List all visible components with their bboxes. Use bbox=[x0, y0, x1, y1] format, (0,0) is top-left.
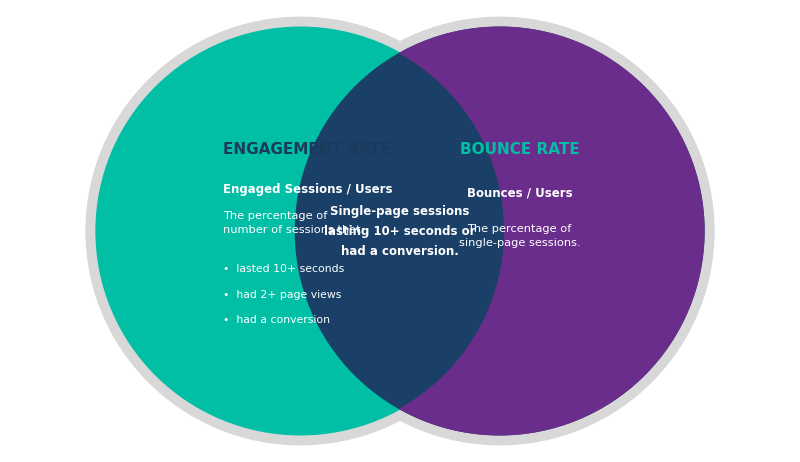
Text: ENGAGEMENT RATE: ENGAGEMENT RATE bbox=[222, 142, 390, 157]
Circle shape bbox=[286, 17, 714, 445]
Text: •  had 2+ page views: • had 2+ page views bbox=[222, 290, 341, 300]
Text: •  lasted 10+ seconds: • lasted 10+ seconds bbox=[222, 264, 344, 274]
Text: Engaged Sessions / Users: Engaged Sessions / Users bbox=[222, 183, 392, 196]
Circle shape bbox=[295, 27, 704, 435]
Text: The percentage of
number of sessions that:: The percentage of number of sessions tha… bbox=[222, 211, 364, 236]
Polygon shape bbox=[400, 27, 704, 435]
Text: Bounces / Users: Bounces / Users bbox=[466, 187, 572, 200]
Circle shape bbox=[96, 27, 505, 435]
Text: •  had a conversion: • had a conversion bbox=[222, 316, 330, 325]
Text: BOUNCE RATE: BOUNCE RATE bbox=[460, 142, 579, 157]
Text: Single-page sessions
lasting 10+ seconds or
had a conversion.: Single-page sessions lasting 10+ seconds… bbox=[324, 205, 476, 257]
Text: The percentage of
single-page sessions.: The percentage of single-page sessions. bbox=[458, 224, 580, 249]
Circle shape bbox=[86, 17, 514, 445]
